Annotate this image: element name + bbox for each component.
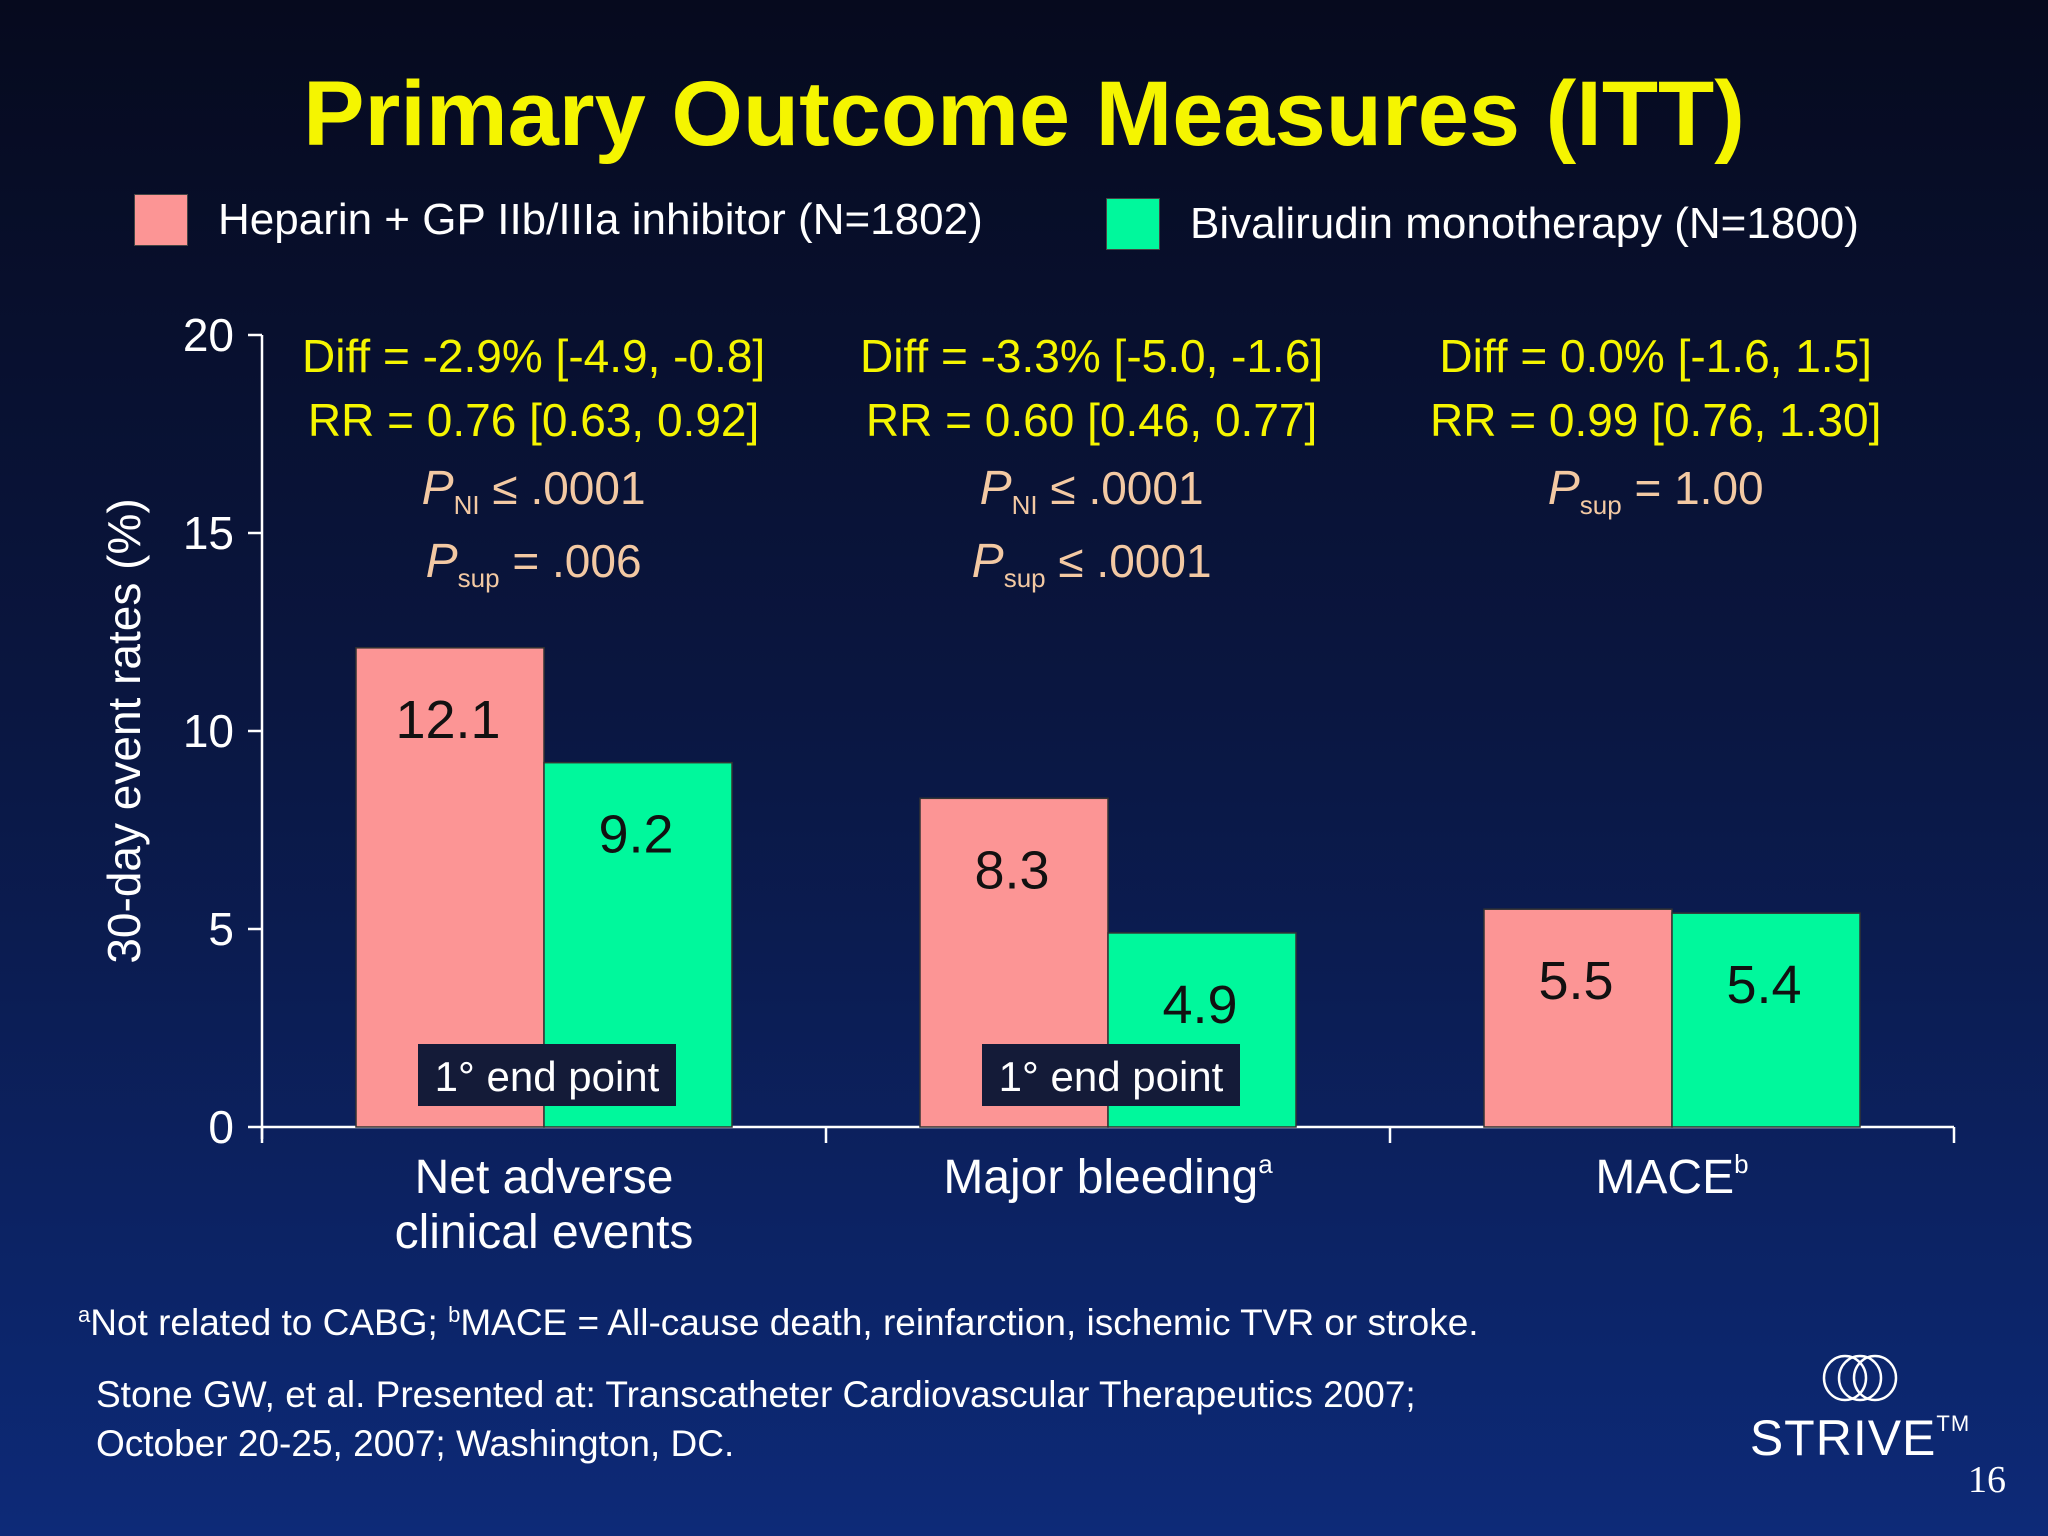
rr-text: RR = 0.60 [0.46, 0.77] — [865, 394, 1318, 446]
endpoint-badge — [982, 1044, 1240, 1106]
stats-net-adverse: Diff = -2.9% [-4.9, -0.8] RR = 0.76 [0.6… — [302, 324, 765, 598]
y-axis-label: 30-day event rates (%) — [98, 498, 150, 963]
footnote-a-text: Not related to CABG; — [90, 1302, 449, 1343]
p-value: = .006 — [499, 535, 642, 587]
p-subscript: sup — [457, 563, 500, 593]
citation-line-1: Stone GW, et al. Presented at: Transcath… — [96, 1374, 1416, 1415]
bar-value-label: 8.3 — [974, 840, 1049, 900]
p-subscript: NI — [1011, 490, 1038, 520]
stats-major-bleeding: Diff = -3.3% [-5.0, -1.6] RR = 0.60 [0.4… — [860, 324, 1323, 598]
bar-heparin — [1483, 908, 1673, 1128]
p-value-line: Psup ≤ .0001 — [860, 525, 1323, 598]
bar-value-label: 4.9 — [1162, 975, 1237, 1035]
trademark: TM — [1936, 1411, 1971, 1436]
y-tick-label: 10 — [183, 705, 234, 757]
y-tick-label: 15 — [183, 507, 234, 559]
p-value-line: Psup = .006 — [302, 525, 765, 598]
strive-logo: STRIVETM — [1740, 1352, 1980, 1467]
page-number: 16 — [1968, 1459, 2006, 1501]
footnote-mark-a: a — [78, 1302, 91, 1327]
citation: Stone GW, et al. Presented at: Transcath… — [96, 1370, 1416, 1468]
slide-title: Primary Outcome Measures (ITT) — [303, 63, 1745, 165]
diff-text: Diff = -3.3% [-5.0, -1.6] — [860, 330, 1324, 382]
category-label: clinical events — [395, 1206, 694, 1259]
diff-text: Diff = 0.0% [-1.6, 1.5] — [1439, 330, 1872, 382]
p-letter: P — [979, 462, 1012, 515]
p-subscript: NI — [453, 490, 480, 520]
footnote-b-text: MACE = All-cause death, reinfarction, is… — [460, 1302, 1479, 1343]
legend-item-heparin: Heparin + GP IIb/IIIa inhibitor (N=1802) — [134, 194, 983, 246]
footnote-mark-b: b — [448, 1302, 461, 1327]
p-subscript: sup — [1003, 563, 1046, 593]
endpoint-badge-text: 1° end point — [999, 1053, 1224, 1100]
rr-text: RR = 0.76 [0.63, 0.92] — [307, 394, 760, 446]
p-value: = 1.00 — [1621, 462, 1764, 514]
endpoint-badge — [418, 1044, 676, 1106]
p-letter: P — [421, 462, 454, 515]
category-superscript: a — [1258, 1149, 1273, 1179]
endpoint-badge-text: 1° end point — [435, 1053, 660, 1100]
bar-value-label: 5.4 — [1726, 955, 1801, 1015]
p-value-line: PNI ≤ .0001 — [302, 452, 765, 525]
diff-text: Diff = -2.9% [-4.9, -0.8] — [302, 330, 766, 382]
legend-swatch-heparin — [134, 194, 188, 246]
p-value: ≤ .0001 — [1045, 535, 1212, 587]
category-label: Net adverse — [415, 1151, 674, 1204]
footnote: aNot related to CABG; bMACE = All-cause … — [78, 1302, 1479, 1344]
rr-text: RR = 0.99 [0.76, 1.30] — [1430, 394, 1882, 446]
legend-swatch-bivalirudin — [1106, 198, 1160, 250]
p-value-line: Psup = 1.00 — [1430, 452, 1881, 525]
p-value: ≤ .0001 — [1037, 462, 1204, 514]
bar-value-label: 5.5 — [1538, 951, 1613, 1011]
category-label: Major bleedinga — [943, 1149, 1273, 1204]
bar-bivalirudin — [1671, 912, 1861, 1128]
category-superscript: b — [1734, 1149, 1748, 1179]
p-letter: P — [971, 535, 1004, 588]
p-value: ≤ .0001 — [479, 462, 646, 514]
legend-item-bivalirudin: Bivalirudin monotherapy (N=1800) — [1106, 198, 1859, 250]
rings-icon — [1822, 1354, 1898, 1402]
p-letter: P — [1547, 462, 1580, 515]
legend-label-bivalirudin: Bivalirudin monotherapy (N=1800) — [1190, 199, 1859, 248]
bar-value-label: 9.2 — [598, 805, 673, 865]
p-subscript: sup — [1579, 490, 1622, 520]
bar-value-label: 12.1 — [395, 690, 500, 750]
y-tick-label: 20 — [183, 309, 234, 361]
logo-text: STRIVE — [1749, 1410, 1937, 1466]
y-tick-label: 5 — [208, 903, 234, 955]
category-label: MACEb — [1595, 1149, 1748, 1204]
p-letter: P — [425, 535, 458, 588]
stats-mace: Diff = 0.0% [-1.6, 1.5] RR = 0.99 [0.76,… — [1430, 324, 1881, 525]
legend-label-heparin: Heparin + GP IIb/IIIa inhibitor (N=1802) — [218, 195, 983, 244]
citation-line-2: October 20-25, 2007; Washington, DC. — [96, 1423, 735, 1464]
p-value-line: PNI ≤ .0001 — [860, 452, 1323, 525]
y-tick-label: 0 — [208, 1101, 234, 1153]
